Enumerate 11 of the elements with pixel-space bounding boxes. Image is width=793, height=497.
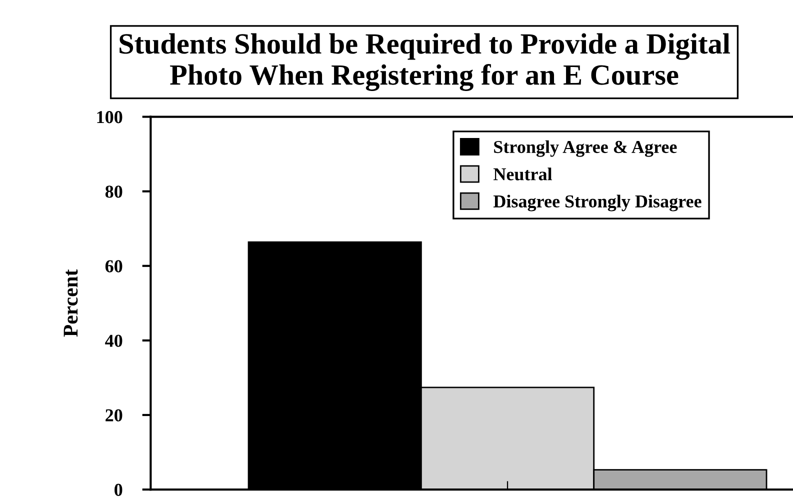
legend-label: Strongly Agree & Agree	[494, 140, 677, 157]
chart-title: Students Should be Required to Provide a Digital Photo When Registering for an E Course	[120, 33, 730, 92]
y-tick-label: 20	[106, 409, 122, 422]
y-tick-label: 60	[105, 260, 122, 272]
legend-label: Disagree Strongly Disagree	[493, 194, 702, 212]
legend-label: Neutral	[494, 168, 552, 180]
y-tick-label: 40	[105, 334, 122, 347]
y-axis-title: Percent	[64, 269, 78, 337]
y-tick-label: 80	[105, 186, 122, 198]
y-tick-label: 0	[114, 484, 122, 496]
y-tick-label: 100	[97, 111, 122, 124]
